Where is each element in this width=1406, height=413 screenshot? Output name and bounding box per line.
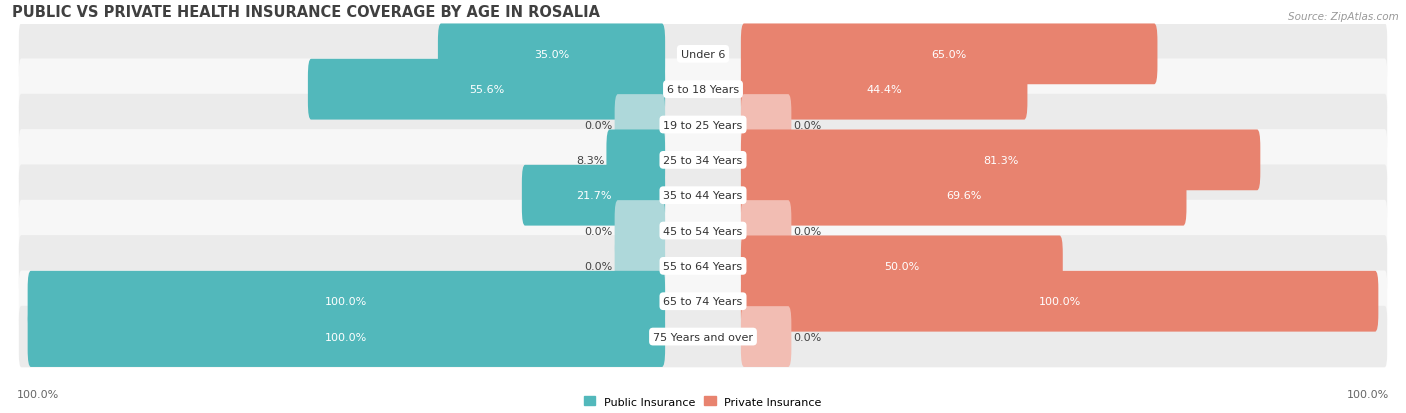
FancyBboxPatch shape (614, 236, 665, 297)
Text: 0.0%: 0.0% (585, 261, 613, 271)
Text: 100.0%: 100.0% (17, 389, 59, 399)
Text: 6 to 18 Years: 6 to 18 Years (666, 85, 740, 95)
FancyBboxPatch shape (741, 201, 792, 261)
Legend: Public Insurance, Private Insurance: Public Insurance, Private Insurance (579, 392, 827, 411)
Text: 55.6%: 55.6% (468, 85, 505, 95)
Text: 25 to 34 Years: 25 to 34 Years (664, 155, 742, 166)
FancyBboxPatch shape (741, 59, 1028, 120)
Text: 0.0%: 0.0% (585, 226, 613, 236)
FancyBboxPatch shape (741, 95, 792, 156)
Text: 55 to 64 Years: 55 to 64 Years (664, 261, 742, 271)
FancyBboxPatch shape (606, 130, 665, 191)
Text: 100.0%: 100.0% (325, 332, 367, 342)
Text: 100.0%: 100.0% (1347, 389, 1389, 399)
Text: 21.7%: 21.7% (575, 191, 612, 201)
Text: 75 Years and over: 75 Years and over (652, 332, 754, 342)
FancyBboxPatch shape (18, 24, 1388, 85)
FancyBboxPatch shape (18, 95, 1388, 156)
FancyBboxPatch shape (741, 24, 1157, 85)
FancyBboxPatch shape (741, 306, 792, 367)
FancyBboxPatch shape (741, 166, 1187, 226)
Text: 0.0%: 0.0% (793, 332, 821, 342)
Text: 50.0%: 50.0% (884, 261, 920, 271)
FancyBboxPatch shape (741, 236, 1063, 297)
FancyBboxPatch shape (28, 271, 665, 332)
FancyBboxPatch shape (741, 271, 1378, 332)
Text: 65.0%: 65.0% (932, 50, 967, 60)
FancyBboxPatch shape (18, 165, 1388, 226)
Text: 81.3%: 81.3% (983, 155, 1018, 166)
Text: 100.0%: 100.0% (1039, 297, 1081, 306)
FancyBboxPatch shape (522, 166, 665, 226)
Text: Under 6: Under 6 (681, 50, 725, 60)
Text: 44.4%: 44.4% (866, 85, 903, 95)
FancyBboxPatch shape (18, 306, 1388, 368)
FancyBboxPatch shape (18, 271, 1388, 332)
FancyBboxPatch shape (18, 130, 1388, 191)
Text: 65 to 74 Years: 65 to 74 Years (664, 297, 742, 306)
Text: 69.6%: 69.6% (946, 191, 981, 201)
FancyBboxPatch shape (28, 306, 665, 367)
FancyBboxPatch shape (18, 200, 1388, 262)
Text: 35 to 44 Years: 35 to 44 Years (664, 191, 742, 201)
Text: 100.0%: 100.0% (325, 297, 367, 306)
FancyBboxPatch shape (437, 24, 665, 85)
Text: 35.0%: 35.0% (534, 50, 569, 60)
FancyBboxPatch shape (308, 59, 665, 120)
Text: 8.3%: 8.3% (576, 155, 605, 166)
FancyBboxPatch shape (18, 235, 1388, 297)
Text: 19 to 25 Years: 19 to 25 Years (664, 120, 742, 130)
FancyBboxPatch shape (614, 201, 665, 261)
Text: PUBLIC VS PRIVATE HEALTH INSURANCE COVERAGE BY AGE IN ROSALIA: PUBLIC VS PRIVATE HEALTH INSURANCE COVER… (11, 5, 600, 20)
FancyBboxPatch shape (741, 130, 1260, 191)
Text: 0.0%: 0.0% (793, 120, 821, 130)
Text: 45 to 54 Years: 45 to 54 Years (664, 226, 742, 236)
FancyBboxPatch shape (18, 59, 1388, 121)
Text: Source: ZipAtlas.com: Source: ZipAtlas.com (1288, 12, 1399, 22)
Text: 0.0%: 0.0% (585, 120, 613, 130)
Text: 0.0%: 0.0% (793, 226, 821, 236)
FancyBboxPatch shape (614, 95, 665, 156)
